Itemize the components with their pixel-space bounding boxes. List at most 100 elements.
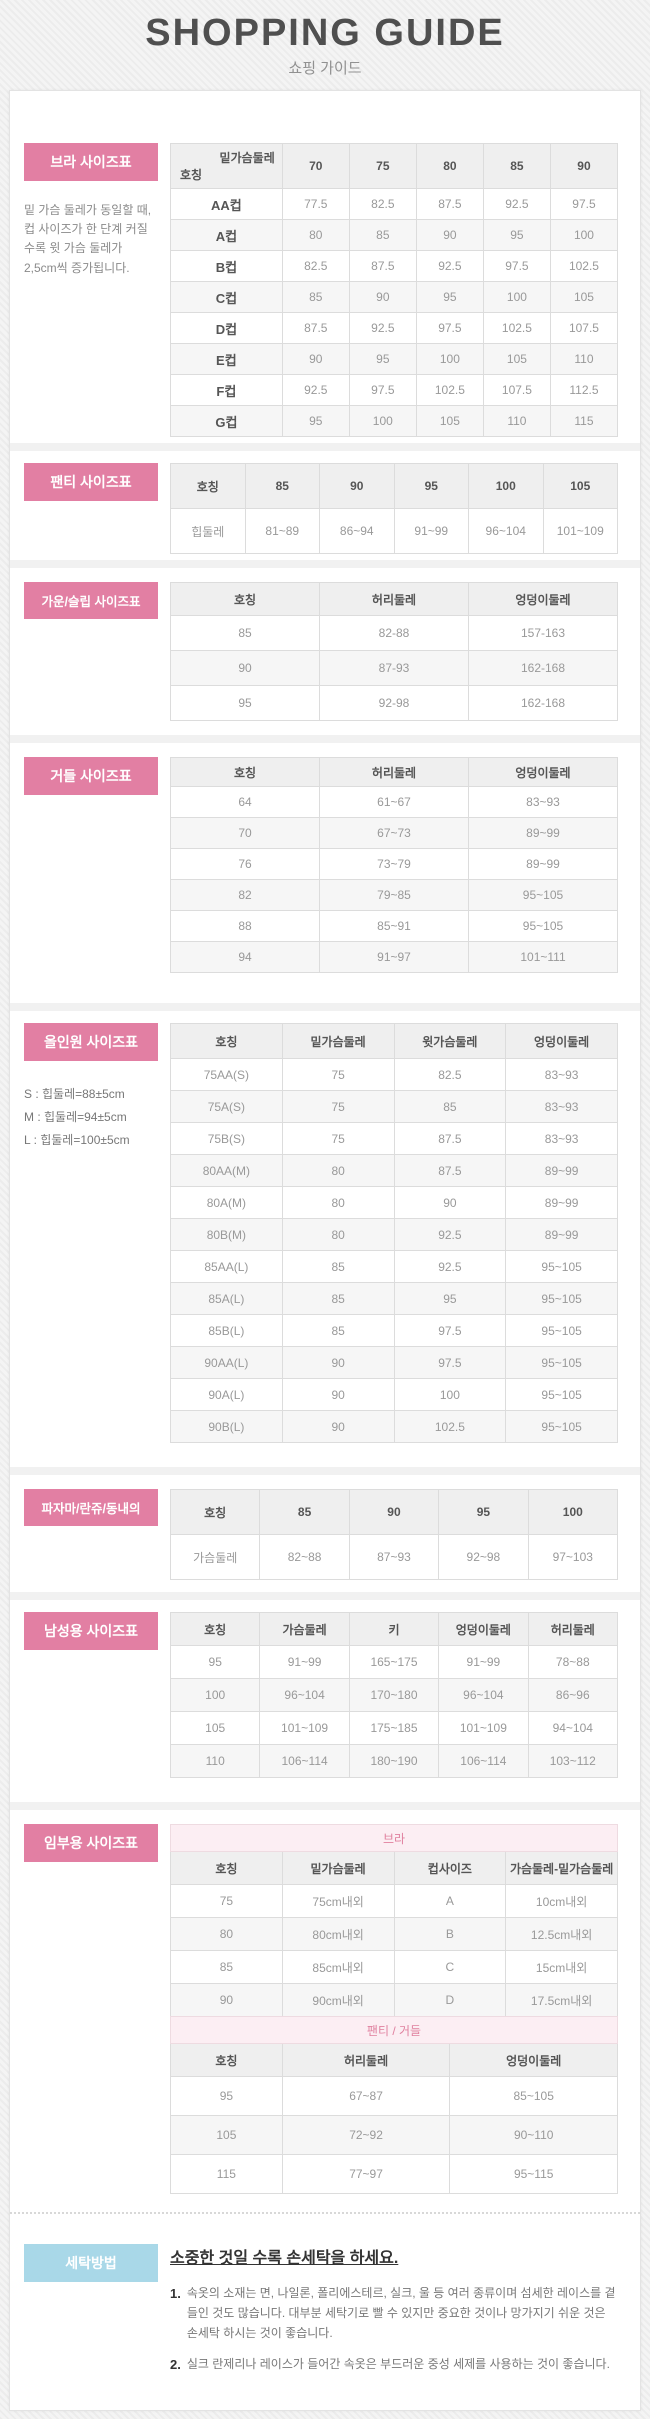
section-gown-slip-size: 가운/슬립 사이즈표 호칭 허리둘레 엉덩이둘레 85 82-88 157-163 90 87…	[10, 568, 640, 735]
value-cell: 95~115	[449, 2154, 618, 2194]
column-header: 85	[244, 463, 320, 509]
panty-table-area: 호칭 85 90 95 100 105 힙둘레 81~89 86~94 91~99 96~104 10…	[170, 463, 640, 554]
value-cell: 162-168	[468, 650, 618, 686]
value-cell: 97.5	[482, 250, 551, 282]
row-header-cell: 75	[170, 1884, 283, 1918]
row-header-cell: 70	[170, 817, 320, 849]
column-header: 90	[319, 463, 395, 509]
value-cell: 90~110	[449, 2115, 618, 2155]
value-cell: 92.5	[281, 374, 350, 406]
table-row: 95 67~87 85~105	[170, 2076, 618, 2116]
section-label-panty: 팬티 사이즈표	[24, 463, 158, 501]
table-header-row: 호칭 밑가슴둘레 컵사이즈 가슴둘레-밑가슴둘레	[170, 1851, 618, 1885]
bra-table-area: 밑가슴둘레 호칭 70 75 80 85 90 AA컵 77.5 82.5 87.5 92.5 97.5…	[170, 143, 640, 437]
table-row: 110 106~114 180~190 106~114 103~112	[169, 1744, 619, 1778]
value-cell: 97.5	[393, 1346, 507, 1379]
table-row: B컵 82.5 87.5 92.5 97.5 102.5	[170, 250, 619, 282]
section-washing-method: 세탁방법 소중한 것일 수록 손세탁을 하세요. 1. 속옷의 소재는 면, 나…	[10, 2214, 640, 2410]
row-header-cell: 75AA(S)	[170, 1058, 283, 1091]
row-header-cell: 85B(L)	[170, 1314, 283, 1347]
table-row: 95 92-98 162-168	[170, 685, 618, 721]
column-header: 윗가슴둘레	[393, 1023, 507, 1059]
column-header: 밑가슴둘레	[281, 1851, 395, 1885]
section-label-girdle: 거들 사이즈표	[24, 757, 158, 795]
table-row: G컵 95 100 105 110 115	[170, 405, 619, 437]
dashed-divider	[10, 2212, 640, 2214]
allinone-table-area: 호칭 밑가슴둘레 윗가슴둘레 엉덩이둘레 75AA(S) 75 82.5 83~93 75A(S…	[170, 1023, 640, 1443]
bra-label-column: 브라 사이즈표 밑 가슴 둘레가 동일할 때, 컵 사이즈가 한 단계 커질수록…	[10, 143, 170, 437]
table-row: 80AA(M) 80 87.5 89~99	[170, 1154, 618, 1187]
section-label-gown-slip: 가운/슬립 사이즈표	[24, 582, 158, 619]
value-cell: 95~105	[505, 1250, 618, 1283]
section-label-washing: 세탁방법	[24, 2244, 158, 2282]
table-header-row: 호칭 허리둘레 엉덩이둘레	[170, 582, 618, 616]
content-card: 브라 사이즈표 밑 가슴 둘레가 동일할 때, 컵 사이즈가 한 단계 커질수록…	[9, 90, 641, 2412]
table-row: C컵 85 90 95 100 105	[170, 281, 619, 313]
value-cell: 80	[281, 1154, 395, 1187]
value-cell: 80	[281, 1218, 395, 1251]
value-cell: 78~88	[527, 1645, 619, 1679]
panty-size-table: 호칭 85 90 95 100 105 힙둘레 81~89 86~94 91~99 96~104 10…	[170, 463, 618, 554]
washing-instruction-1-number: 1.	[170, 2286, 181, 2301]
value-cell: 157-163	[468, 615, 618, 651]
column-header: 호칭	[170, 1023, 283, 1059]
table-row: D컵 87.5 92.5 97.5 102.5 107.5	[170, 312, 619, 344]
value-cell: 97.5	[393, 1314, 507, 1347]
value-cell: 90	[415, 219, 484, 251]
girdle-size-table: 호칭 허리둘레 엉덩이둘레 64 61~67 83~93 70 67~73 89~99 76 73~…	[170, 757, 618, 973]
value-cell: 75cm내외	[281, 1884, 395, 1918]
value-cell: 92.5	[415, 250, 484, 282]
column-header: 호칭	[170, 757, 320, 787]
table-row: E컵 90 95 100 105 110	[170, 343, 619, 375]
subtable-title: 팬티 / 거들	[170, 2016, 618, 2044]
column-header: 95	[438, 1489, 529, 1535]
table-header-row: 호칭 85 90 95 100	[169, 1489, 619, 1535]
value-cell: 97.5	[549, 188, 619, 220]
column-header: 호칭	[170, 2043, 283, 2077]
value-cell: 90	[281, 343, 350, 375]
maternity-panty-table-wrap: 팬티 / 거들 호칭 허리둘레 엉덩이둘레 95 67~87 85~105 105 72~92 9…	[170, 2016, 618, 2194]
pajama-label-column: 파자마/란쥬/동내의	[10, 1489, 170, 1580]
column-header: 90	[348, 1489, 440, 1535]
value-cell: 67~87	[281, 2076, 451, 2116]
section-label-allinone: 올인원 사이즈표	[24, 1023, 158, 1061]
value-cell: 91~99	[393, 508, 469, 554]
table-row: 64 61~67 83~93	[170, 786, 618, 818]
value-cell: 85	[281, 281, 350, 313]
value-cell: 90	[281, 1410, 395, 1443]
mens-table-area: 호칭 가슴둘레 키 엉덩이둘레 허리둘레 95 91~99 165~175 91~99 78~88…	[169, 1612, 640, 1778]
value-cell: 89~99	[505, 1186, 618, 1219]
gown-table-area: 호칭 허리둘레 엉덩이둘레 85 82-88 157-163 90 87-93 162-168 9…	[170, 582, 640, 721]
value-cell: 96~104	[438, 1678, 529, 1712]
value-cell: 95	[281, 405, 350, 437]
washing-label-column: 세탁방법	[10, 2244, 170, 2388]
value-cell: 105	[482, 343, 551, 375]
row-header-cell: 90A(L)	[170, 1378, 283, 1411]
value-cell: D	[393, 1983, 507, 2017]
allinone-note-m: M : 힙둘레=94±5cm	[24, 1109, 127, 1124]
value-cell: 92-98	[319, 685, 469, 721]
washing-instruction-2: 2. 실크 란제리나 레이스가 들어간 속옷은 부드러운 중성 세제를 사용하는…	[170, 2355, 618, 2376]
value-cell: 82~88	[259, 1534, 350, 1580]
value-cell: 96~104	[259, 1678, 350, 1712]
column-header: 가슴둘레-밑가슴둘레	[505, 1851, 618, 1885]
page-header: SHOPPING GUIDE 쇼핑 가이드	[0, 0, 650, 90]
value-cell: 86~94	[319, 508, 395, 554]
column-header: 90	[549, 143, 619, 189]
value-cell: 89~99	[505, 1154, 618, 1187]
table-header-row: 호칭 85 90 95 100 105	[170, 463, 618, 509]
washing-content-area: 소중한 것일 수록 손세탁을 하세요. 1. 속옷의 소재는 면, 나일론, 폴…	[170, 2244, 640, 2388]
allinone-note-l: L : 힙둘레=100±5cm	[24, 1132, 130, 1147]
value-cell: 67~73	[319, 817, 469, 849]
value-cell: 72~92	[281, 2115, 451, 2155]
value-cell: 87.5	[393, 1122, 507, 1155]
value-cell: C	[393, 1950, 507, 1984]
row-header-cell: 가슴둘레	[169, 1534, 261, 1580]
value-cell: 91~97	[319, 941, 469, 973]
table-row: A컵 80 85 90 95 100	[170, 219, 619, 251]
table-row: 95 91~99 165~175 91~99 78~88	[169, 1645, 619, 1679]
row-header-cell: 85AA(L)	[170, 1250, 283, 1283]
row-header-cell: 95	[170, 685, 320, 721]
value-cell: 75	[281, 1122, 395, 1155]
row-header-cell: D컵	[170, 312, 283, 344]
